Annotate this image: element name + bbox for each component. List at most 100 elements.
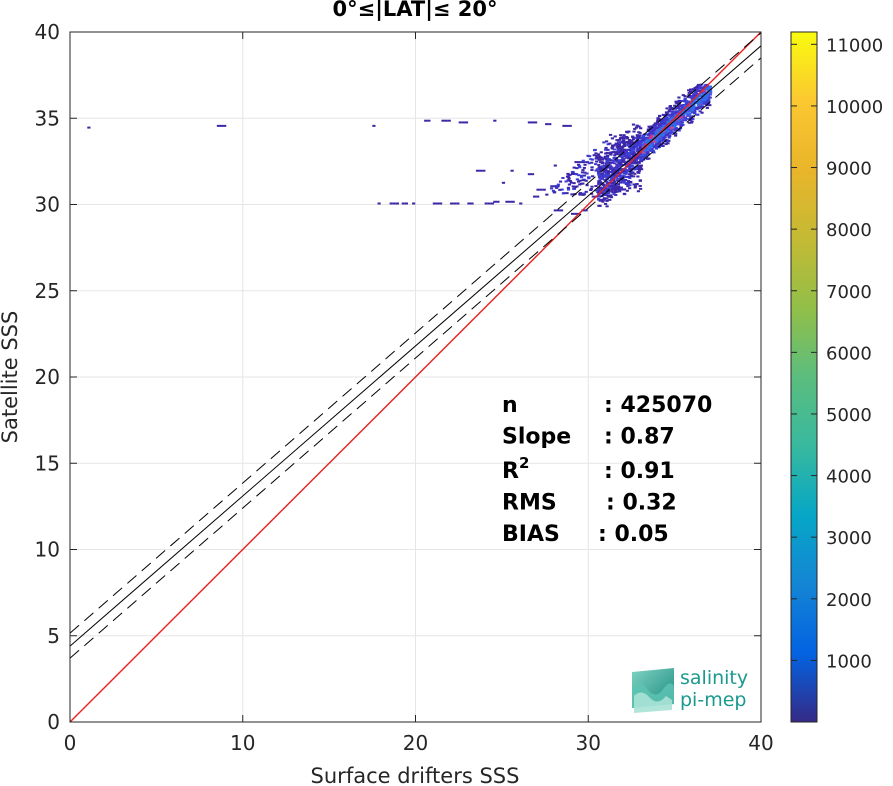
density-cell [607, 190, 611, 193]
density-cell [647, 157, 651, 160]
density-cell [591, 175, 595, 178]
density-cell [621, 159, 625, 162]
density-cell [656, 145, 660, 148]
density-cell [671, 112, 675, 115]
density-cell [617, 186, 621, 189]
density-cell [687, 104, 691, 107]
density-cell [632, 183, 636, 186]
density-cell [674, 119, 678, 122]
density-cell [615, 145, 619, 148]
density-cell [650, 135, 654, 138]
density-cell [689, 103, 694, 106]
density-cell [657, 141, 661, 144]
density-cell [597, 157, 601, 160]
density-cell [614, 152, 618, 155]
density-cell [633, 185, 638, 188]
density-cell [698, 95, 702, 98]
density-cell [493, 119, 497, 122]
density-cell [629, 172, 633, 175]
density-cell [684, 103, 688, 106]
density-cell [639, 153, 643, 156]
density-cell [589, 192, 594, 195]
density-cell [552, 191, 556, 194]
density-cell [620, 140, 624, 143]
density-cell [623, 178, 628, 181]
density-cell [604, 202, 608, 205]
density-cell [661, 133, 665, 136]
density-cell [630, 162, 634, 165]
density-cell [617, 143, 622, 146]
y-tick-label: 25 [35, 279, 60, 303]
density-cell [645, 136, 649, 139]
density-cell [634, 146, 639, 149]
density-cell [689, 88, 693, 91]
density-cell [636, 157, 640, 160]
density-cell [555, 186, 559, 189]
density-cell [689, 109, 694, 112]
density-cell [702, 99, 706, 102]
density-cell [602, 141, 606, 144]
density-cell [612, 185, 616, 188]
density-cell [598, 204, 602, 207]
density-cell [550, 185, 554, 188]
density-cell [639, 127, 643, 130]
density-cell [706, 86, 711, 89]
density-cell [87, 126, 91, 129]
density-cell [688, 90, 693, 93]
density-cell [674, 132, 678, 135]
density-cell [556, 185, 560, 188]
density-cell [646, 128, 651, 131]
density-cell [637, 148, 641, 151]
density-cell [625, 141, 629, 144]
density-cell [655, 139, 659, 142]
density-cell [638, 134, 642, 137]
density-cell [644, 143, 648, 146]
density-cell [667, 109, 672, 112]
density-cell [643, 154, 647, 157]
density-cell [673, 120, 677, 123]
density-cell [649, 143, 653, 146]
density-cell [636, 136, 640, 139]
density-cell [461, 121, 465, 124]
density-cell [617, 163, 621, 166]
density-cell [689, 101, 693, 104]
density-cell [647, 140, 651, 143]
density-cell [662, 138, 666, 141]
density-cell [667, 113, 671, 116]
density-cell [631, 123, 636, 126]
density-cell [600, 161, 604, 164]
density-cell [638, 179, 642, 182]
density-cell [693, 86, 697, 89]
density-cell [690, 120, 694, 123]
density-cell [484, 202, 488, 205]
density-cell [671, 124, 675, 127]
density-cell [621, 152, 626, 155]
density-cell [638, 144, 642, 147]
density-cell [677, 118, 681, 121]
density-cell [629, 149, 633, 152]
density-cell [611, 191, 615, 194]
density-cell [673, 124, 678, 127]
density-cell [664, 119, 669, 122]
density-cell [622, 134, 626, 137]
density-cell [687, 89, 691, 92]
density-cell [647, 133, 651, 136]
density-cell [632, 154, 636, 157]
x-tick-label: 10 [230, 731, 255, 755]
density-cell [630, 152, 635, 155]
density-cell [704, 99, 708, 102]
density-cell [629, 174, 633, 177]
density-cell [597, 170, 601, 173]
density-cell [624, 172, 628, 175]
density-cell [690, 107, 694, 110]
density-cell [597, 155, 601, 158]
density-cell [691, 102, 695, 105]
density-cell [601, 200, 605, 203]
density-cell [693, 89, 697, 92]
density-cell [612, 175, 616, 178]
density-cell [613, 143, 617, 146]
density-cell [647, 132, 652, 135]
density-cell [553, 209, 557, 212]
density-cell [612, 169, 616, 172]
density-cell [395, 202, 400, 205]
